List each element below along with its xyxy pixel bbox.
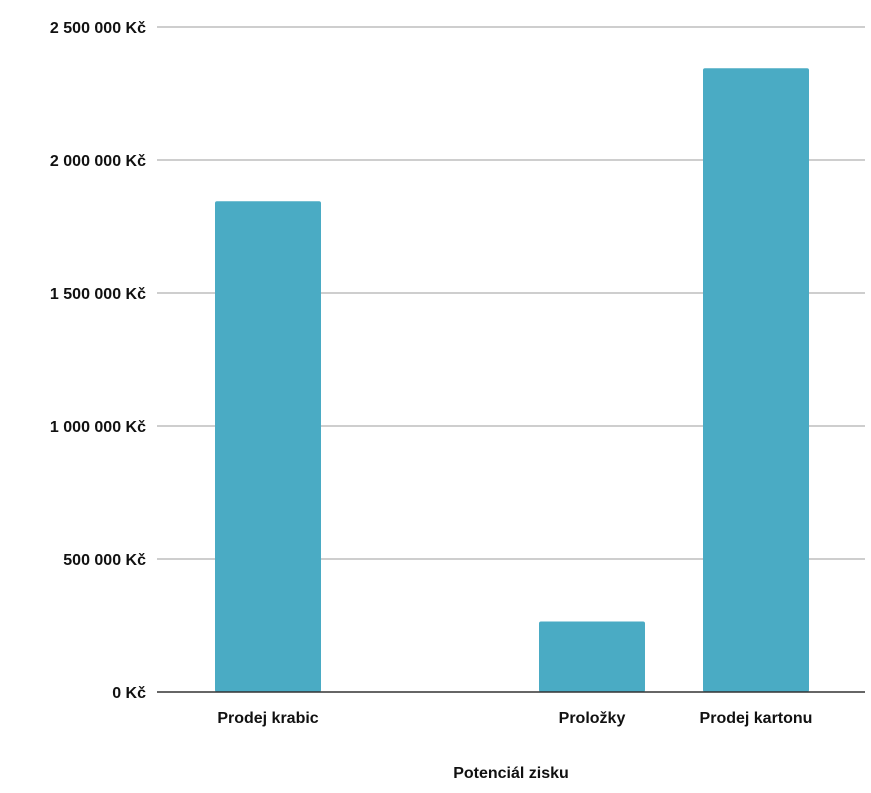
y-tick-label: 2 000 000 Kč bbox=[50, 153, 146, 170]
y-tick-label: 0 Kč bbox=[112, 685, 146, 702]
bar bbox=[215, 201, 321, 693]
y-tick-label: 500 000 Kč bbox=[63, 552, 146, 569]
x-axis-title: Potenciál zisku bbox=[453, 765, 569, 782]
bar bbox=[703, 68, 809, 693]
y-tick-label: 2 500 000 Kč bbox=[50, 20, 146, 37]
x-category-label: Proložky bbox=[559, 710, 626, 727]
x-category-label: Prodej kartonu bbox=[700, 710, 813, 727]
y-tick-label: 1 500 000 Kč bbox=[50, 286, 146, 303]
bars bbox=[215, 68, 809, 693]
x-category-label: Prodej krabic bbox=[217, 710, 318, 727]
y-tick-labels: 0 Kč 500 000 Kč 1 000 000 Kč 1 500 000 Kč 2 … bbox=[50, 20, 146, 702]
x-category-labels: Prodej krabic Proložky Prodej kartonu bbox=[217, 710, 812, 727]
bar bbox=[539, 621, 645, 692]
y-tick-label: 1 000 000 Kč bbox=[50, 419, 146, 436]
